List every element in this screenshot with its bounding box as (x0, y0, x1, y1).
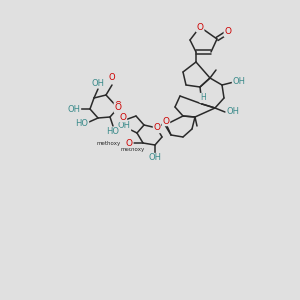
Text: O: O (119, 112, 127, 122)
Text: O: O (196, 22, 203, 32)
Text: O: O (115, 100, 122, 109)
Text: OH: OH (68, 104, 80, 113)
Text: O: O (224, 28, 232, 37)
Text: O: O (109, 74, 115, 82)
Text: O: O (125, 139, 133, 148)
Text: OH: OH (118, 122, 130, 130)
Text: O: O (115, 103, 122, 112)
Text: H: H (200, 94, 206, 103)
Text: OH: OH (148, 154, 161, 163)
Text: methoxy: methoxy (121, 146, 145, 152)
Text: O: O (154, 124, 160, 133)
Text: HO: HO (76, 118, 88, 127)
Text: OH: OH (226, 107, 239, 116)
Text: O: O (224, 28, 232, 37)
Text: HO: HO (106, 128, 119, 136)
Text: methoxy: methoxy (97, 142, 121, 146)
Text: O: O (196, 22, 203, 32)
Text: OH: OH (92, 79, 104, 88)
Text: OH: OH (232, 77, 245, 86)
Text: O: O (163, 116, 170, 125)
